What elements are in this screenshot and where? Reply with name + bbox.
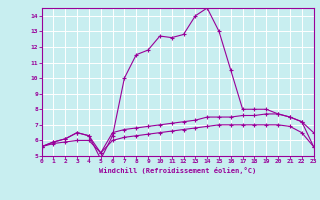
X-axis label: Windchill (Refroidissement éolien,°C): Windchill (Refroidissement éolien,°C): [99, 167, 256, 174]
